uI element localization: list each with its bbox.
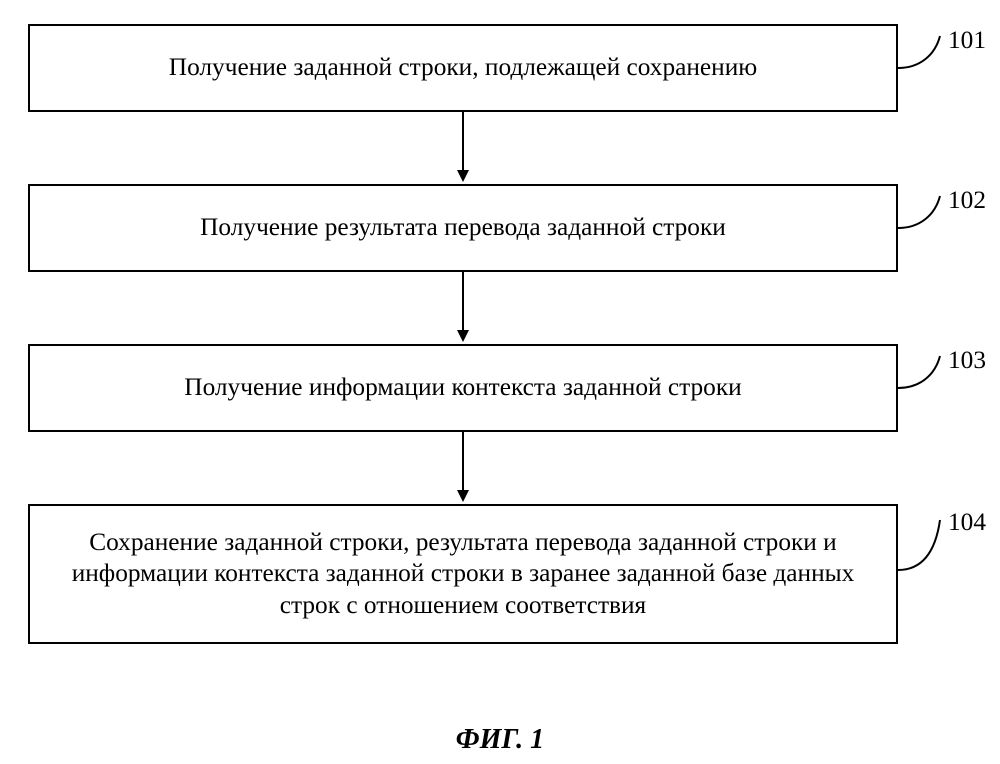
- step-box-102: Получение результата перевода заданной с…: [28, 184, 898, 272]
- step-box-103: Получение информации контекста заданной …: [28, 344, 898, 432]
- figure-caption: ФИГ. 1: [440, 724, 560, 756]
- step-text: Получение результата перевода заданной с…: [200, 212, 726, 244]
- step-box-104: Сохранение заданной строки, результата п…: [28, 504, 898, 644]
- label-connector: [898, 36, 940, 68]
- flowchart-canvas: Получение заданной строки, подлежащей со…: [0, 0, 1000, 764]
- step-text: Получение заданной строки, подлежащей со…: [169, 52, 757, 84]
- label-connector: [898, 520, 940, 570]
- step-box-101: Получение заданной строки, подлежащей со…: [28, 24, 898, 112]
- step-label-103: 103: [948, 346, 986, 375]
- step-label-102: 102: [948, 186, 986, 215]
- label-connector: [898, 356, 940, 388]
- step-label-104: 104: [948, 508, 986, 537]
- connectors-group: [898, 36, 940, 570]
- step-text: Сохранение заданной строки, результата п…: [50, 527, 876, 622]
- step-label-101: 101: [948, 26, 986, 55]
- label-connector: [898, 196, 940, 228]
- step-text: Получение информации контекста заданной …: [184, 372, 741, 404]
